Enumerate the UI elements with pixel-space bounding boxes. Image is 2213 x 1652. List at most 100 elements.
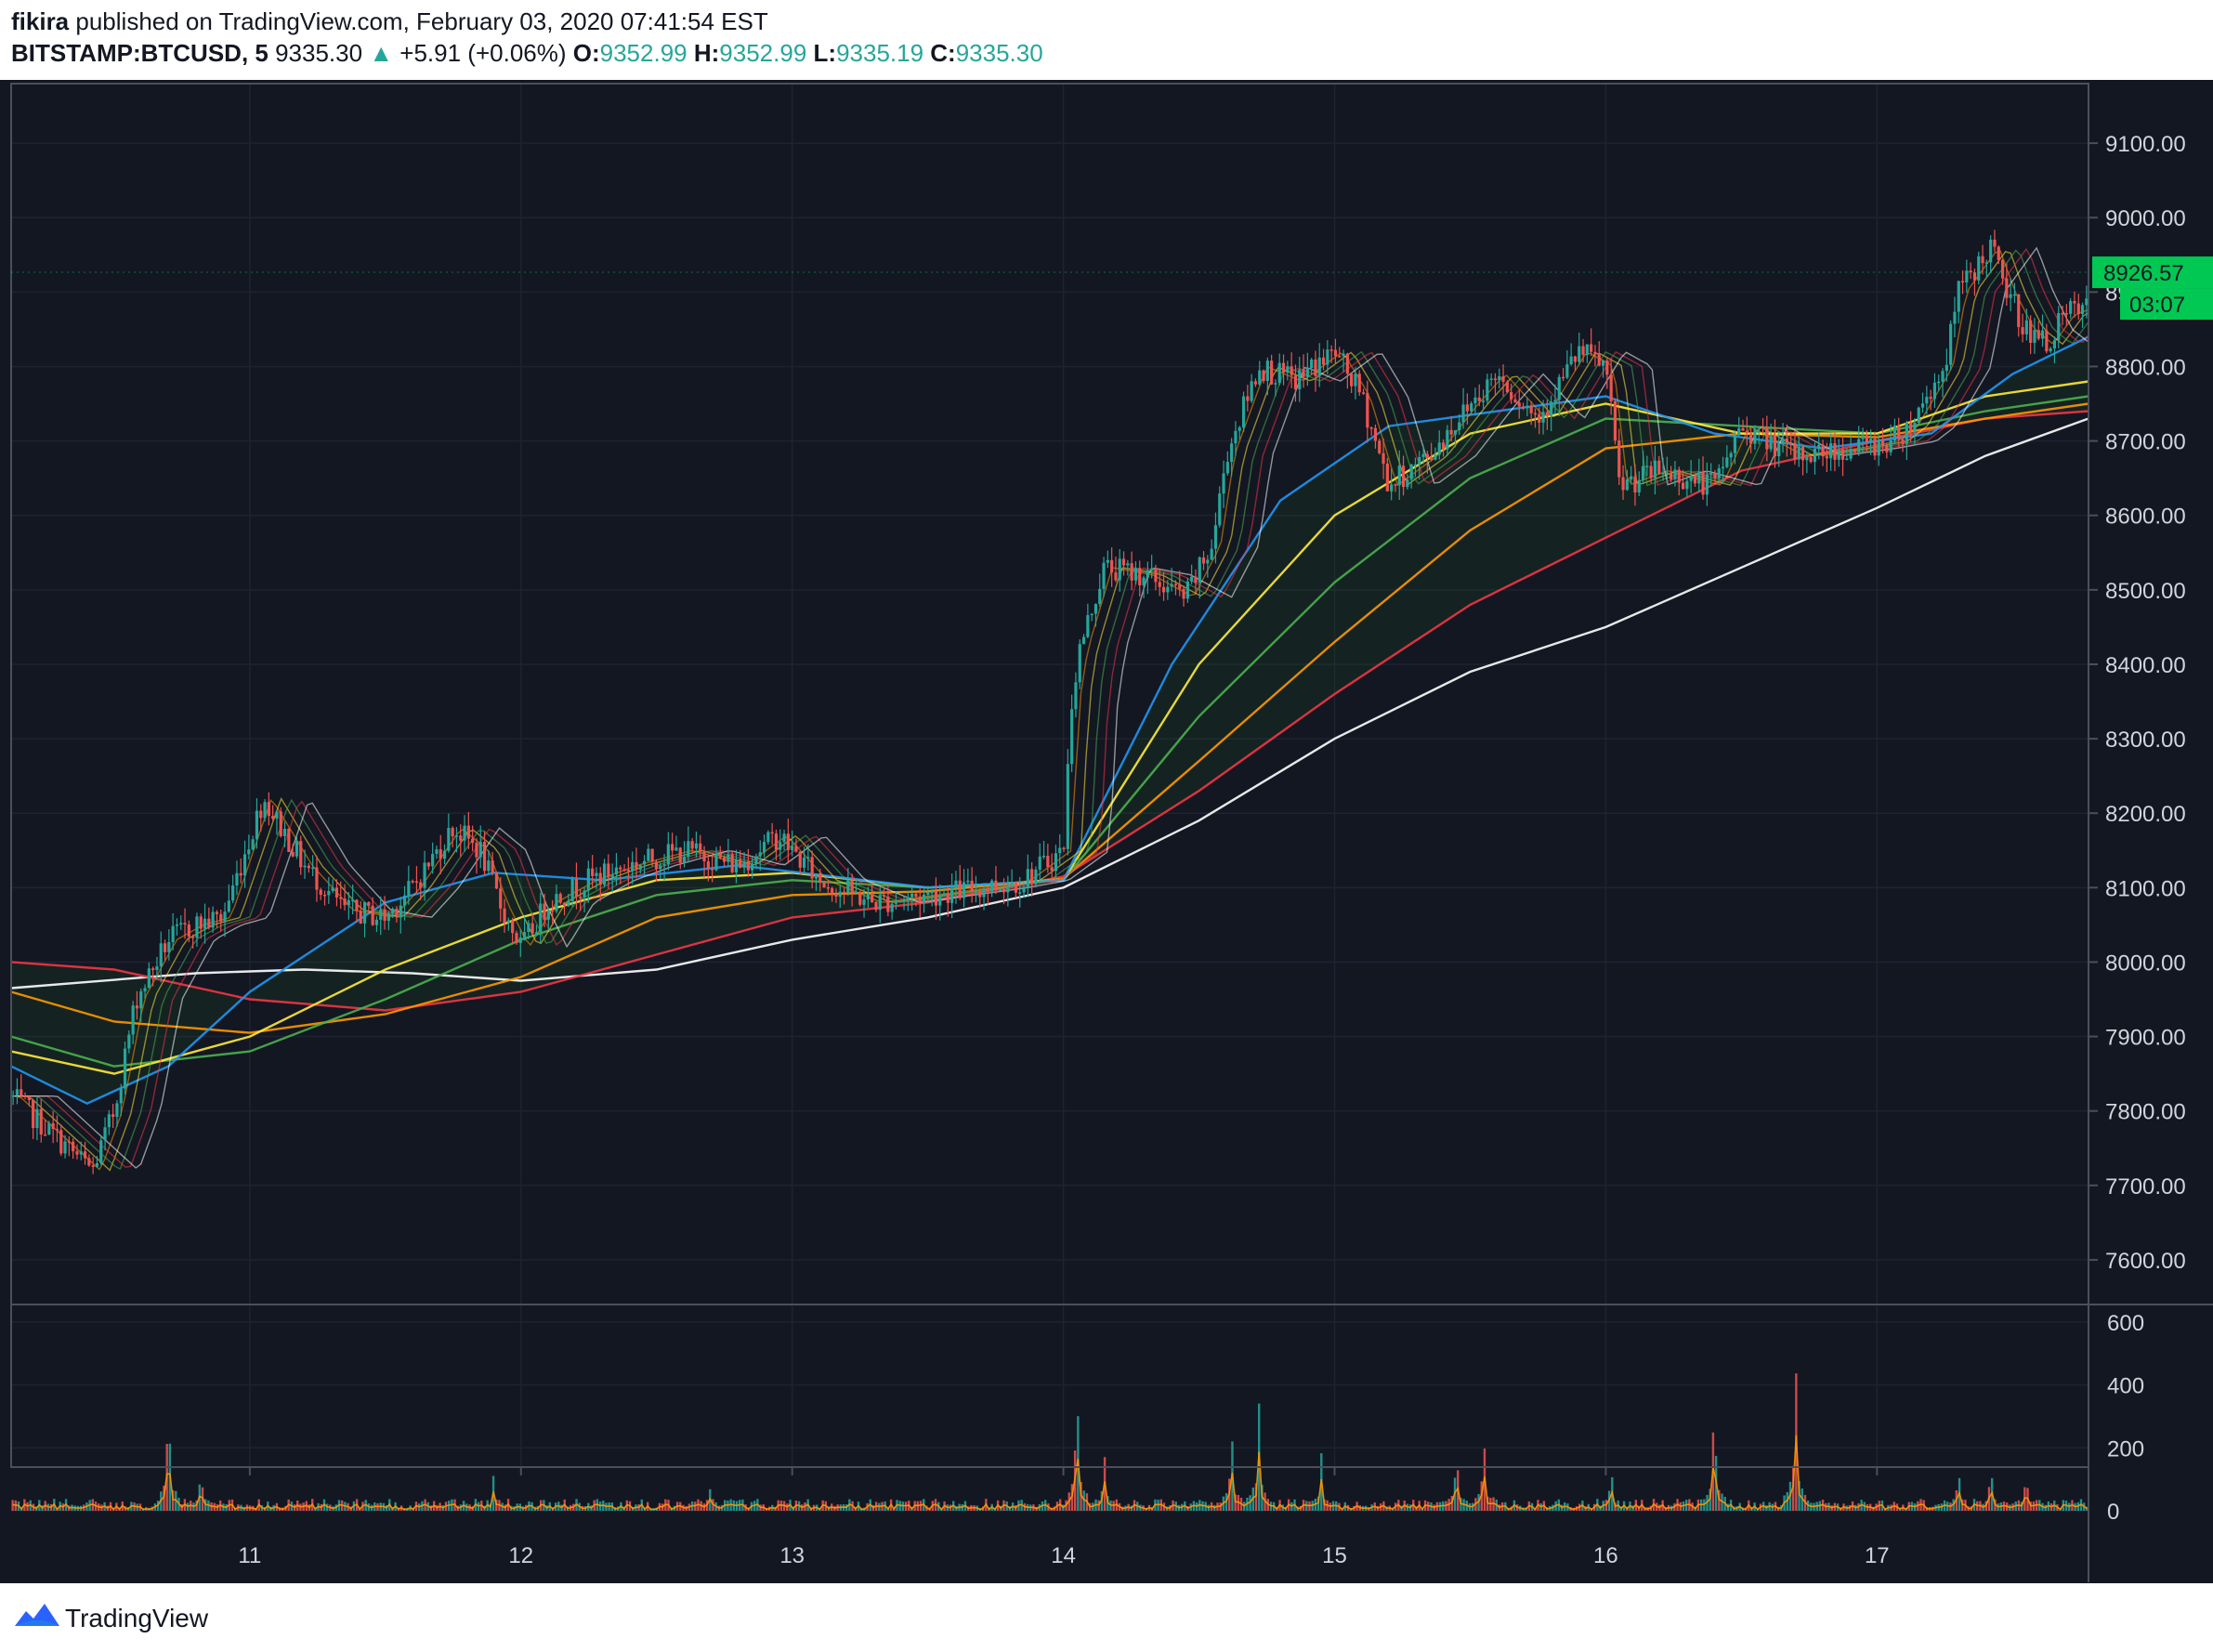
candle-body — [1630, 476, 1633, 479]
candle-body — [1486, 379, 1489, 401]
candle-body — [442, 850, 447, 859]
candle-body — [423, 862, 426, 888]
candle-body — [826, 886, 830, 889]
candle-body — [491, 860, 494, 873]
candle-body — [459, 835, 463, 841]
candle-body — [435, 849, 439, 855]
candle-body — [1578, 346, 1581, 362]
candle-body — [1733, 435, 1737, 453]
candle-body — [1430, 457, 1434, 460]
candle-body — [1845, 458, 1849, 461]
candle-body — [814, 872, 818, 879]
candle-body — [414, 881, 419, 884]
candle-body — [195, 916, 199, 938]
candle-body — [1081, 636, 1086, 645]
candle-body — [722, 857, 727, 862]
chart-footer: TradingView — [0, 1583, 2213, 1652]
symbol-label[interactable]: BITSTAMP:BTCUSD, 5 — [11, 39, 268, 67]
candle-body — [1709, 473, 1713, 475]
candle-body — [702, 851, 706, 862]
candle-body — [59, 1130, 63, 1154]
candle-body — [854, 891, 858, 894]
candle-body — [267, 802, 270, 817]
candle-body — [831, 888, 834, 895]
price-tick-label: 8100.00 — [2105, 876, 2186, 901]
candle-body — [471, 838, 475, 844]
chart-background — [0, 80, 2213, 1583]
candle-body — [1621, 477, 1625, 491]
candle-body — [1981, 256, 1984, 264]
countdown-badge — [2120, 288, 2213, 321]
candle-body — [779, 842, 782, 850]
price-tick-label: 8300.00 — [2105, 728, 2186, 753]
candle-body — [466, 825, 470, 839]
candle-body — [986, 888, 989, 892]
candle-body — [175, 924, 179, 926]
candle-body — [954, 880, 958, 888]
time-tick-label: 15 — [1322, 1543, 1347, 1568]
candle-body — [407, 881, 411, 896]
candle-body — [463, 825, 466, 841]
candle-body — [898, 900, 902, 903]
candle-body — [1390, 484, 1394, 492]
candle-body — [687, 841, 690, 857]
candle-body — [1581, 346, 1585, 355]
candle-body — [1729, 452, 1733, 458]
candle-body — [1161, 586, 1166, 593]
candle-body — [211, 911, 215, 928]
candle-body — [727, 854, 730, 862]
candle-body — [607, 863, 610, 878]
candle-body — [1185, 581, 1189, 599]
candle-body — [163, 943, 167, 952]
volume-bar — [1721, 1493, 1723, 1511]
candle-body — [1310, 359, 1314, 369]
candle-body — [1046, 856, 1050, 868]
candle-body — [1817, 444, 1821, 450]
candle-body — [371, 905, 374, 925]
candle-body — [1018, 892, 1022, 894]
candle-body — [67, 1141, 71, 1143]
candle-body — [1725, 457, 1729, 467]
candle-body — [558, 894, 562, 903]
candle-body — [1369, 427, 1373, 429]
candle-body — [1058, 847, 1062, 854]
candle-body — [1493, 378, 1498, 381]
moving-average-line — [10, 417, 2089, 990]
candle-body — [2049, 348, 2052, 352]
chart-header: fikira published on TradingView.com, Feb… — [0, 0, 2213, 80]
author-name[interactable]: fikira — [11, 7, 70, 35]
candle-body — [1573, 356, 1578, 362]
candle-body — [591, 868, 595, 876]
candle-body — [362, 901, 367, 924]
candle-body — [543, 903, 546, 920]
candle-body — [99, 1140, 103, 1163]
time-tick-label: 11 — [238, 1543, 261, 1568]
time-axis[interactable]: 11 12 13 14 15 16 17 — [238, 1467, 1890, 1568]
candle-body — [1098, 588, 1102, 605]
candle-body — [1849, 449, 1853, 459]
tradingview-logo-icon[interactable] — [13, 1598, 61, 1632]
candle-body — [586, 868, 590, 891]
candle-body — [63, 1141, 67, 1154]
candle-body — [1146, 570, 1149, 578]
candle-body — [1329, 349, 1333, 351]
candle-body — [1258, 370, 1262, 385]
candle-body — [143, 988, 147, 991]
candle-body — [451, 828, 454, 837]
price-chart[interactable]: 9100.009000.008900.008800.008700.008600.… — [0, 80, 2213, 1583]
tradingview-brand[interactable]: TradingView — [65, 1604, 209, 1632]
candle-body — [2064, 313, 2068, 315]
candle-body — [2021, 327, 2024, 334]
candle-body — [107, 1114, 111, 1128]
candle-body — [922, 894, 926, 903]
candle-body — [962, 882, 966, 898]
volume-axis[interactable]: 600 400 200 0 — [2107, 1311, 2144, 1525]
candle-body — [255, 810, 259, 840]
candle-body — [87, 1158, 91, 1166]
candle-body — [1218, 493, 1222, 526]
candle-body — [946, 893, 949, 903]
volume-bar — [1709, 1488, 1711, 1511]
candle-body — [751, 863, 754, 871]
price-axis[interactable]: 9100.009000.008900.008800.008700.008600.… — [2089, 132, 2186, 1274]
candle-body — [1501, 375, 1505, 382]
